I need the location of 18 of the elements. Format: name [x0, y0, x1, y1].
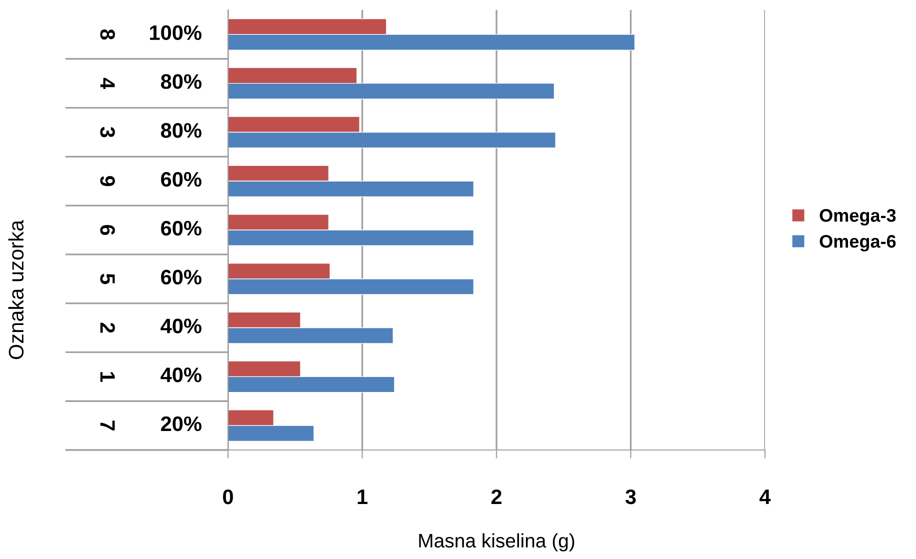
category-label: 2 40%: [100, 318, 202, 334]
x-axis-title: Masna kiselina (g): [419, 533, 574, 552]
x-tick-label: 4: [760, 490, 771, 504]
x-tick-label: 3: [625, 489, 636, 504]
category-label: 4 80%: [100, 74, 202, 90]
x-tick-label: 1: [358, 490, 368, 504]
x-tick-label: 0: [223, 489, 233, 504]
x-tick-label: 2: [491, 489, 502, 504]
category-label: 5 60%: [100, 270, 202, 284]
category-label: 8 100%: [100, 25, 202, 40]
category-label: 7 20%: [100, 416, 202, 432]
category-label: 6 60%: [100, 220, 202, 236]
legend-label: Omega-3: [820, 209, 896, 226]
category-label: 3 80%: [100, 123, 202, 138]
legend-label: Omega-6: [820, 234, 896, 252]
text: Oznaka uzorka: [8, 220, 24, 360]
category-label: 1 40%: [100, 368, 202, 382]
category-label: 9 60%: [100, 172, 202, 187]
